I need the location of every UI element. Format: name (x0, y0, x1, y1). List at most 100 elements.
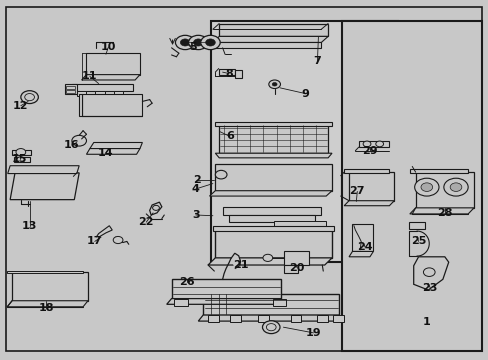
Text: 24: 24 (357, 242, 372, 252)
Text: 29: 29 (362, 146, 377, 156)
Polygon shape (348, 172, 393, 201)
Circle shape (272, 82, 277, 86)
Polygon shape (212, 226, 334, 231)
Polygon shape (8, 166, 79, 174)
Polygon shape (86, 149, 140, 154)
Text: 16: 16 (64, 140, 80, 150)
Circle shape (193, 39, 203, 46)
Polygon shape (7, 301, 88, 307)
Polygon shape (114, 91, 123, 96)
Polygon shape (14, 157, 30, 162)
Polygon shape (14, 276, 81, 301)
Text: 22: 22 (138, 217, 154, 227)
Polygon shape (230, 253, 240, 269)
Polygon shape (77, 91, 86, 96)
Polygon shape (344, 201, 393, 206)
Circle shape (201, 35, 220, 50)
Text: 8: 8 (224, 68, 232, 78)
Circle shape (215, 170, 226, 179)
Polygon shape (171, 279, 281, 298)
Circle shape (266, 324, 276, 331)
Text: 10: 10 (101, 42, 116, 52)
Circle shape (205, 39, 215, 46)
Polygon shape (90, 143, 142, 149)
Circle shape (443, 178, 467, 196)
Polygon shape (219, 23, 327, 36)
Polygon shape (220, 166, 326, 189)
Polygon shape (317, 315, 327, 322)
Circle shape (180, 39, 190, 46)
Text: 6: 6 (225, 131, 233, 141)
Polygon shape (344, 169, 388, 173)
Text: 20: 20 (289, 262, 304, 273)
Polygon shape (222, 207, 321, 215)
Polygon shape (66, 90, 75, 93)
Polygon shape (7, 271, 83, 273)
Polygon shape (332, 315, 343, 322)
Text: 7: 7 (313, 57, 321, 66)
Polygon shape (81, 94, 142, 116)
Polygon shape (352, 224, 372, 251)
Circle shape (268, 80, 280, 89)
Polygon shape (212, 36, 327, 42)
Polygon shape (358, 141, 388, 147)
Polygon shape (198, 315, 339, 321)
Text: 26: 26 (179, 277, 195, 287)
Circle shape (152, 205, 159, 210)
Polygon shape (149, 202, 162, 215)
Polygon shape (215, 122, 331, 126)
Polygon shape (203, 294, 339, 315)
Polygon shape (207, 258, 331, 265)
Bar (211, 21, 397, 262)
Circle shape (188, 35, 207, 50)
Polygon shape (12, 150, 30, 155)
Polygon shape (215, 229, 331, 258)
Polygon shape (212, 42, 321, 48)
Text: 9: 9 (301, 89, 308, 99)
Circle shape (16, 149, 26, 156)
Polygon shape (215, 153, 331, 158)
Text: 13: 13 (22, 221, 37, 231)
Text: 4: 4 (192, 184, 200, 194)
Polygon shape (409, 208, 473, 214)
Text: 15: 15 (12, 154, 27, 163)
Polygon shape (290, 315, 301, 322)
Polygon shape (224, 233, 322, 256)
Text: 23: 23 (422, 283, 437, 293)
Circle shape (175, 35, 195, 50)
Polygon shape (413, 257, 448, 290)
Polygon shape (10, 173, 79, 200)
Text: 11: 11 (82, 71, 98, 81)
Polygon shape (284, 251, 308, 265)
Polygon shape (228, 215, 314, 222)
Polygon shape (408, 222, 425, 229)
Circle shape (113, 237, 122, 244)
Text: 14: 14 (98, 148, 114, 158)
Bar (341, 21, 481, 351)
Circle shape (363, 141, 370, 147)
Polygon shape (348, 251, 372, 257)
Polygon shape (272, 298, 286, 306)
Text: 18: 18 (38, 303, 54, 313)
Polygon shape (12, 272, 88, 301)
Text: 5: 5 (189, 42, 197, 52)
Circle shape (262, 321, 280, 334)
Polygon shape (96, 226, 112, 237)
Polygon shape (219, 125, 327, 153)
Text: 19: 19 (305, 328, 321, 338)
Polygon shape (17, 176, 73, 197)
Polygon shape (72, 84, 132, 91)
Circle shape (25, 94, 34, 101)
Polygon shape (234, 70, 242, 78)
Polygon shape (79, 94, 81, 116)
Polygon shape (207, 315, 218, 322)
Circle shape (449, 183, 461, 192)
Circle shape (423, 268, 434, 276)
Polygon shape (81, 75, 140, 80)
Polygon shape (409, 169, 467, 173)
Polygon shape (209, 191, 331, 196)
Circle shape (21, 91, 38, 104)
Text: 1: 1 (422, 317, 430, 327)
Circle shape (263, 254, 272, 261)
Text: 28: 28 (436, 208, 452, 218)
